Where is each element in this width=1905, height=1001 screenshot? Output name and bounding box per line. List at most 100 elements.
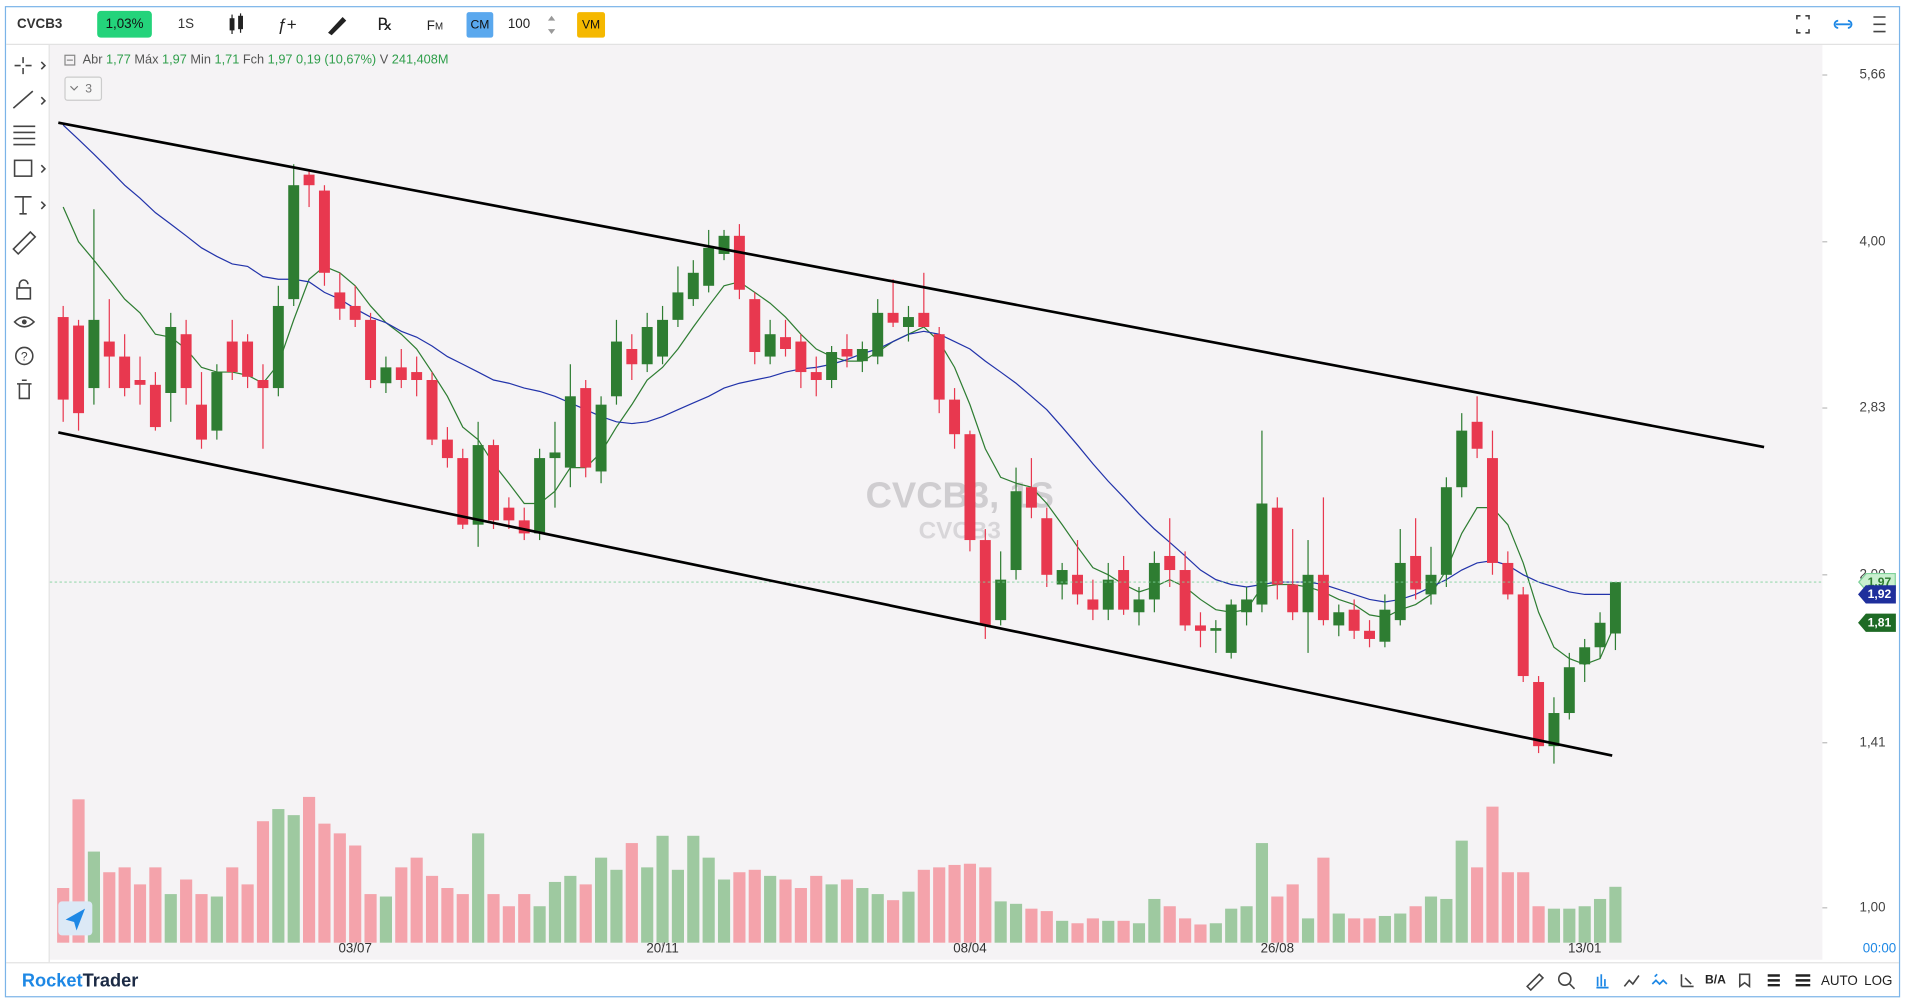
volume-bar xyxy=(1163,906,1176,943)
volume-bar xyxy=(195,894,208,943)
candle-body xyxy=(134,380,146,385)
legend-label: Fch xyxy=(243,52,264,67)
legend-value: 241,408M xyxy=(392,52,449,67)
candle-body xyxy=(1348,609,1360,631)
volume-bar xyxy=(579,884,592,943)
volume-bar xyxy=(1563,908,1576,943)
bookmark-button[interactable] xyxy=(1738,973,1751,989)
crosshair-tool[interactable] xyxy=(14,57,32,75)
interval[interactable]: 1S xyxy=(178,16,194,31)
zoom-button[interactable] xyxy=(1557,972,1572,986)
fib-tool[interactable] xyxy=(13,125,36,146)
pen-icon[interactable] xyxy=(328,17,347,36)
candle-body xyxy=(641,326,653,365)
cm-button[interactable] xyxy=(466,12,494,38)
volume-bar xyxy=(502,906,515,943)
log-button[interactable]: LOG xyxy=(1864,973,1892,988)
trendline[interactable] xyxy=(58,121,1765,449)
candle-body xyxy=(1133,599,1145,613)
volume-bar xyxy=(1440,898,1453,943)
collapse-icon[interactable] xyxy=(64,54,76,66)
menu-icon[interactable] xyxy=(1873,16,1886,33)
link-icon[interactable] xyxy=(1833,19,1853,29)
delete-tool[interactable] xyxy=(17,379,32,400)
candle-body xyxy=(1456,430,1468,488)
volume-bar xyxy=(133,884,147,943)
axis-button[interactable] xyxy=(1680,974,1694,988)
help-tool[interactable] xyxy=(15,346,34,366)
ruler-tool[interactable] xyxy=(12,230,37,256)
candle-body xyxy=(856,348,868,362)
candle-body xyxy=(257,380,269,389)
candle-body xyxy=(1609,582,1621,634)
volume-bar xyxy=(241,884,254,943)
volume-bar xyxy=(1455,840,1468,943)
volume-bar xyxy=(1240,906,1253,943)
brand-part: Rocket xyxy=(22,970,83,990)
volume-bar xyxy=(794,888,807,943)
legend-value: 1,97 xyxy=(162,52,187,67)
ruler-button[interactable] xyxy=(1526,973,1545,992)
footer: RocketTrader B/A AUTO LOG xyxy=(22,970,1892,992)
y-tick-label: 1,41 xyxy=(1860,734,1886,749)
candle-body xyxy=(103,341,115,357)
auto-button[interactable]: AUTO xyxy=(1821,973,1858,988)
candle-body xyxy=(303,174,315,186)
list-button[interactable] xyxy=(1795,974,1811,987)
candle-body xyxy=(687,272,699,300)
fullscreen-icon[interactable] xyxy=(1796,15,1810,34)
volume-bar xyxy=(933,867,946,943)
candle-body xyxy=(73,325,85,414)
text-tool[interactable] xyxy=(14,196,32,215)
plot: CVCB3, 1SCVCB35,664,002,832,001,411,0003… xyxy=(49,67,1896,955)
trendline[interactable] xyxy=(58,431,1613,757)
count[interactable]: 100 xyxy=(508,16,530,31)
change: 1,03% xyxy=(106,16,144,31)
volume-bar xyxy=(1179,918,1192,943)
change-pill[interactable] xyxy=(97,10,152,38)
visibility-tool[interactable] xyxy=(13,316,36,328)
candle-body xyxy=(1471,421,1483,449)
ba-button[interactable]: B/A xyxy=(1705,973,1726,987)
list-button[interactable] xyxy=(1767,974,1780,987)
vm-button[interactable] xyxy=(577,12,606,38)
volume-bar xyxy=(595,857,608,943)
candle-body xyxy=(1210,628,1222,631)
candle-body xyxy=(1579,647,1591,665)
volume-bar xyxy=(379,896,392,943)
shape-tool[interactable] xyxy=(13,159,33,177)
volume-bar xyxy=(702,857,715,943)
volume-bar xyxy=(149,867,162,943)
candle-body xyxy=(1271,507,1283,585)
bars-button[interactable] xyxy=(1596,974,1609,989)
scatter-button[interactable] xyxy=(1651,973,1668,986)
volume-bar xyxy=(1209,923,1222,943)
candle-body xyxy=(918,312,930,327)
top-toolbar: CVCB3 1,03% 1S ƒ+ ℞ FM CM 100 VM xyxy=(17,10,1886,38)
volume-bar xyxy=(825,884,838,943)
line-button[interactable] xyxy=(1623,975,1640,987)
line-tool[interactable] xyxy=(12,90,34,109)
volume-bar xyxy=(1025,908,1038,943)
volume-bar xyxy=(1117,920,1130,943)
volume-bar xyxy=(518,894,531,943)
volume-bar xyxy=(349,845,362,943)
symbol[interactable]: CVCB3 xyxy=(17,16,62,31)
indicator-badge[interactable] xyxy=(64,76,103,101)
candle-body xyxy=(1317,574,1329,621)
candle-body xyxy=(1287,584,1299,613)
spinner[interactable] xyxy=(547,15,556,35)
candle-body xyxy=(1102,579,1114,610)
lock-tool[interactable] xyxy=(16,279,32,300)
fm-icon[interactable]: FM xyxy=(427,18,443,33)
x-tick-label: 13/01 xyxy=(1568,940,1601,955)
candle-body xyxy=(1502,562,1514,595)
candle-body xyxy=(595,404,607,472)
candle-body xyxy=(549,452,561,459)
function-icon[interactable]: ƒ+ xyxy=(277,15,296,34)
volume-bar xyxy=(779,879,792,943)
volume-bar xyxy=(1132,923,1146,943)
price-tag xyxy=(1858,613,1896,632)
rx-icon[interactable]: ℞ xyxy=(378,15,393,34)
candle-icon[interactable] xyxy=(229,13,243,35)
